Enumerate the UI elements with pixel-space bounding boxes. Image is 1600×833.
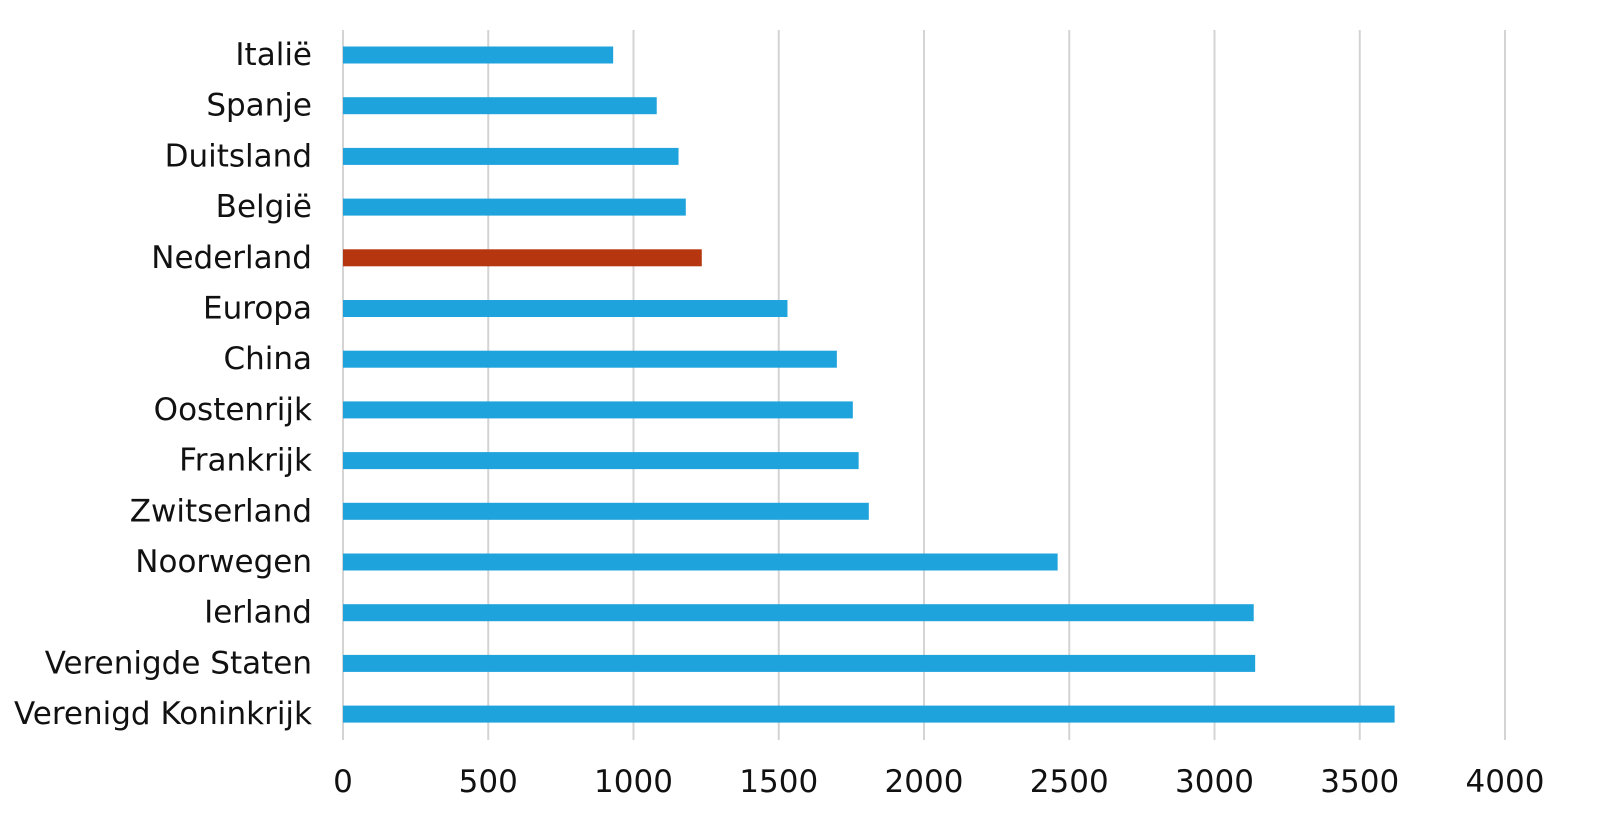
bar-oostenrijk [343,401,853,419]
x-tick-label: 3000 [1175,764,1254,800]
grid-layer [342,30,1506,740]
bar-layer [343,46,1395,723]
bar-europa [343,300,788,317]
bar-frankrijk [343,452,859,470]
category-label: Verenigde Staten [45,645,312,681]
x-tick-label: 3500 [1320,764,1399,800]
bar-spanje [343,97,657,115]
bar-nederland [343,249,702,267]
bar-verenigd-koninkrijk [343,705,1395,723]
category-label: Verenigd Koninkrijk [14,696,312,732]
x-tick-label: 4000 [1466,764,1545,800]
x-tick-label: 0 [333,764,353,800]
category-label: Zwitserland [130,493,312,529]
x-tick-label: 2000 [885,764,964,800]
x-tick-label: 2500 [1030,764,1109,800]
bar-noorwegen [343,553,1058,571]
category-label: Nederland [151,240,312,276]
bar-itali- [343,46,614,64]
bar-verenigde-staten [343,654,1256,672]
category-label: Noorwegen [135,544,312,580]
category-label: Italië [235,37,312,73]
category-label: Europa [203,291,312,327]
category-label: Spanje [206,88,312,124]
bar-belgi- [343,198,686,216]
category-label: Ierland [204,595,312,631]
x-tick-label: 500 [459,764,518,800]
category-label: China [223,341,312,377]
bar-duitsland [343,147,679,165]
category-label: Frankrijk [179,443,312,479]
category-labels: Italië Spanje Duitsland België Nederland Euro… [14,37,312,732]
bar-china [343,350,837,368]
x-tick-label: 1000 [594,764,673,800]
x-tick-label: 1500 [739,764,818,800]
x-axis-tick-labels: 0 500 1000 1500 2000 2500 3000 3500 4000 [333,764,1544,800]
bar-ierland [343,604,1254,622]
category-label: Oostenrijk [154,392,312,428]
bar-zwitserland [343,502,869,520]
category-label: Duitsland [165,138,312,174]
category-label: België [216,189,312,225]
